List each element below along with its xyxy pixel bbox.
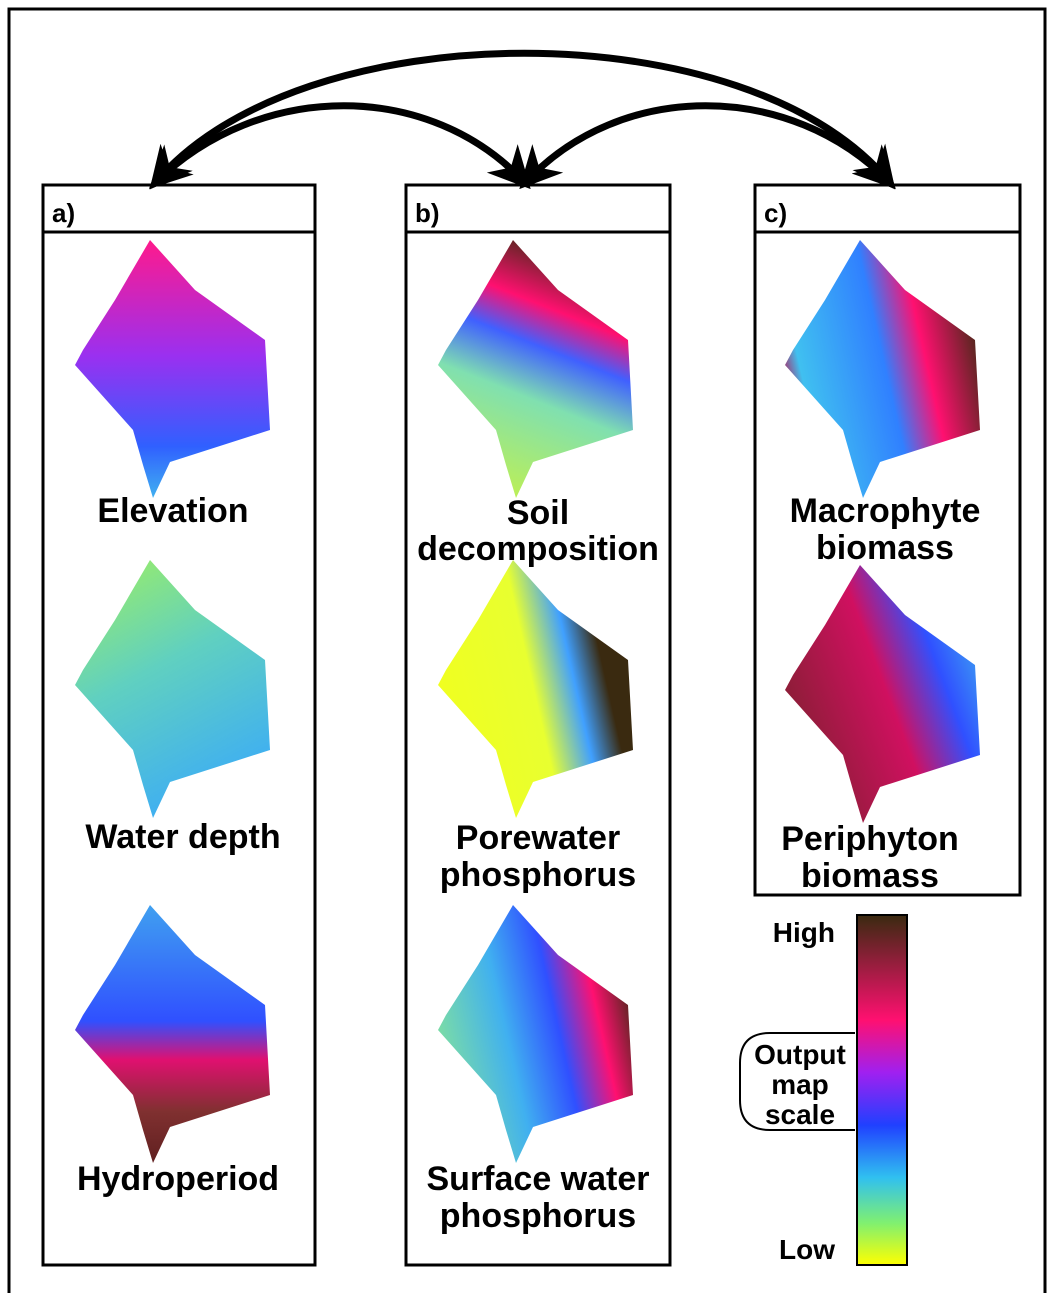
legend-low: Low bbox=[779, 1234, 835, 1265]
panel-b: b) Soil decomposition Porewater phosphor… bbox=[406, 185, 670, 1265]
figure: a) Elevation Water depth Hydroperiod b) … bbox=[0, 0, 1047, 1293]
map-title: Water depth bbox=[85, 818, 280, 856]
map bbox=[438, 905, 633, 1163]
map-title: Periphyton bbox=[781, 820, 959, 858]
map bbox=[75, 240, 270, 498]
map-title: biomass bbox=[816, 529, 954, 567]
map bbox=[438, 560, 633, 818]
map-title: Elevation bbox=[97, 492, 248, 530]
legend-title: Output bbox=[754, 1039, 846, 1070]
map-title: Surface water bbox=[427, 1160, 650, 1198]
legend-high: High bbox=[773, 917, 835, 948]
arrow bbox=[155, 106, 525, 183]
map-title: Macrophyte bbox=[790, 492, 981, 530]
legend: High Low Output map scale bbox=[740, 915, 907, 1265]
map bbox=[75, 905, 270, 1163]
map-title: Porewater bbox=[456, 819, 620, 857]
panel-label: a) bbox=[52, 198, 75, 228]
map-title: Soil bbox=[507, 494, 569, 532]
arrow bbox=[525, 106, 890, 183]
map bbox=[438, 240, 633, 498]
legend-title: scale bbox=[765, 1099, 835, 1130]
map-title: phosphorus bbox=[440, 856, 636, 894]
map bbox=[785, 565, 980, 823]
map-title: phosphorus bbox=[440, 1197, 636, 1235]
panel-header bbox=[406, 185, 670, 232]
panel-label: b) bbox=[415, 198, 440, 228]
map bbox=[75, 560, 270, 818]
panel-header bbox=[43, 185, 315, 232]
panel-c: c) Macrophyte biomass Periphyton biomass bbox=[755, 185, 1020, 895]
map bbox=[785, 240, 980, 498]
map-title: Hydroperiod bbox=[77, 1160, 279, 1198]
panel-header bbox=[755, 185, 1020, 232]
panel-label: c) bbox=[764, 198, 787, 228]
legend-title: map bbox=[771, 1069, 829, 1100]
color-scale bbox=[857, 915, 907, 1265]
panel-a: a) Elevation Water depth Hydroperiod bbox=[43, 185, 315, 1265]
map-title: biomass bbox=[801, 857, 939, 895]
map-title: decomposition bbox=[417, 530, 659, 568]
